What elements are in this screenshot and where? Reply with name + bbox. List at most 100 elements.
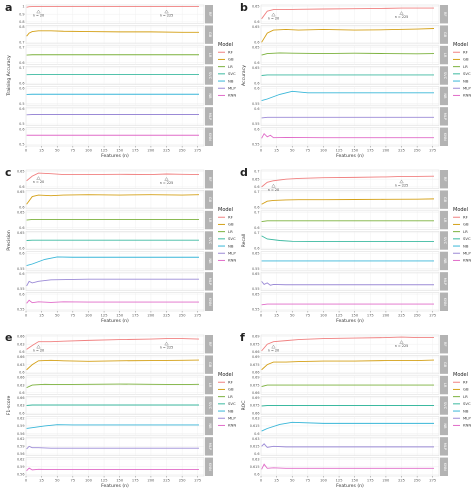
legend-label-svc: SVC xyxy=(228,401,236,406)
legend-label-knn: KNN xyxy=(463,93,471,98)
facet-background xyxy=(261,25,439,43)
legend-label-mlp: MLP xyxy=(228,86,236,91)
x-tick-label: 25 xyxy=(39,314,44,318)
x-tick-label: 0 xyxy=(260,479,263,483)
panel-letter: d xyxy=(240,166,248,179)
y-tick-label: 0.6 xyxy=(254,127,259,131)
x-tick-label: 125 xyxy=(101,314,108,318)
y-tick-label: 0.65 xyxy=(252,66,260,70)
x-tick-label: 175 xyxy=(367,479,374,483)
x-axis-label: Features (n) xyxy=(336,483,364,489)
x-tick-label: 75 xyxy=(71,314,76,318)
y-tick-label: 0.65 xyxy=(17,231,25,235)
x-tick-label: 175 xyxy=(367,314,374,318)
legend-label-rf: RF xyxy=(463,50,468,55)
x-tick-label: 25 xyxy=(39,479,44,483)
facet-background xyxy=(26,128,204,146)
legend-label-mlp: MLP xyxy=(463,251,471,256)
y-tick-label: 0.55 xyxy=(252,267,260,271)
y-tick-label: 0.7 xyxy=(254,190,259,194)
x-tick-label: 50 xyxy=(290,479,295,483)
y-tick-label: 0.56 xyxy=(17,452,25,456)
y-tick-label: 0.65 xyxy=(252,177,260,181)
legend-label-svc: SVC xyxy=(228,71,236,76)
x-tick-label: 100 xyxy=(85,314,93,318)
facet-background xyxy=(261,128,439,146)
x-tick-label: 250 xyxy=(179,479,187,483)
y-tick-label: 0.63 xyxy=(17,383,25,387)
x-tick-label: 200 xyxy=(382,314,390,318)
legend-label-svc: SVC xyxy=(463,71,471,76)
x-tick-label: 50 xyxy=(55,149,60,153)
facet-strip-label: RF xyxy=(443,177,447,182)
facet-strip-label: LR xyxy=(443,218,447,223)
facet-strip-label: KNN xyxy=(443,133,447,141)
facet-strip-label: GB xyxy=(208,362,212,368)
legend-label-mlp: MLP xyxy=(463,416,471,421)
y-tick-label: 0.66 xyxy=(17,376,25,380)
x-tick-label: 0 xyxy=(260,149,263,153)
facet-strip-label: GB xyxy=(443,362,447,368)
series-line-svc xyxy=(27,405,199,406)
legend-label-nb: NB xyxy=(228,78,234,83)
facet-strip-label: SVC xyxy=(443,72,447,80)
y-tick-label: 0.6 xyxy=(254,206,259,210)
y-tick-label: 0.6 xyxy=(254,473,259,477)
x-tick-label: 200 xyxy=(382,479,390,483)
y-tick-label: 0.8 xyxy=(19,20,24,24)
y-tick-label: 0.69 xyxy=(252,376,260,380)
x-tick-label: 200 xyxy=(147,314,155,318)
legend-title: Model xyxy=(453,207,468,213)
y-tick-label: 0.7 xyxy=(254,211,259,215)
y-tick-label: 0.55 xyxy=(17,287,25,291)
legend-label-gb: GB xyxy=(463,222,469,227)
x-tick-label: 175 xyxy=(132,314,139,318)
facet-strip-label: MLP xyxy=(208,113,212,121)
annotation-label: n = 225 xyxy=(160,14,174,18)
facet-strip-label: NB xyxy=(443,423,447,429)
facet-strip-label: RF xyxy=(443,12,447,17)
chart-panel-e: eF1-score0.60.630.66RF0.60.630.66GB0.60.… xyxy=(5,331,236,489)
y-tick-label: 0.6 xyxy=(19,371,24,375)
x-tick-label: 150 xyxy=(351,149,359,153)
facet-strip-label: KNN xyxy=(208,298,212,306)
x-tick-label: 50 xyxy=(55,314,60,318)
y-tick-label: 0.6 xyxy=(19,81,24,85)
x-tick-label: 225 xyxy=(163,479,170,483)
y-tick-label: 0.6 xyxy=(19,411,24,415)
facet-gb: 0.70.8GB xyxy=(19,25,213,44)
facet-strip-label: RF xyxy=(208,342,212,347)
facet-strip-label: NB xyxy=(443,93,447,99)
legend-label-rf: RF xyxy=(228,380,233,385)
y-tick-label: 0.66 xyxy=(17,396,25,400)
facet-background xyxy=(261,107,439,125)
legend-label-svc: SVC xyxy=(228,236,236,241)
y-tick-label: 0.59 xyxy=(17,424,25,428)
x-tick-label: 75 xyxy=(306,479,311,483)
facet-strip-label: LR xyxy=(443,53,447,58)
y-tick-label: 0.6 xyxy=(19,246,24,250)
annotation-label: n = 20 xyxy=(33,349,44,353)
y-tick-label: 0.65 xyxy=(252,292,260,296)
y-tick-label: 0.69 xyxy=(252,396,260,400)
y-tick-label: 0.6 xyxy=(254,226,259,230)
annotation-label: n = 20 xyxy=(268,188,279,192)
legend-label-mlp: MLP xyxy=(463,86,471,91)
legend-label-gb: GB xyxy=(228,57,234,62)
panel-letter: e xyxy=(5,331,12,344)
panel-letter: f xyxy=(240,331,245,344)
y-tick-label: 0.63 xyxy=(252,416,260,420)
